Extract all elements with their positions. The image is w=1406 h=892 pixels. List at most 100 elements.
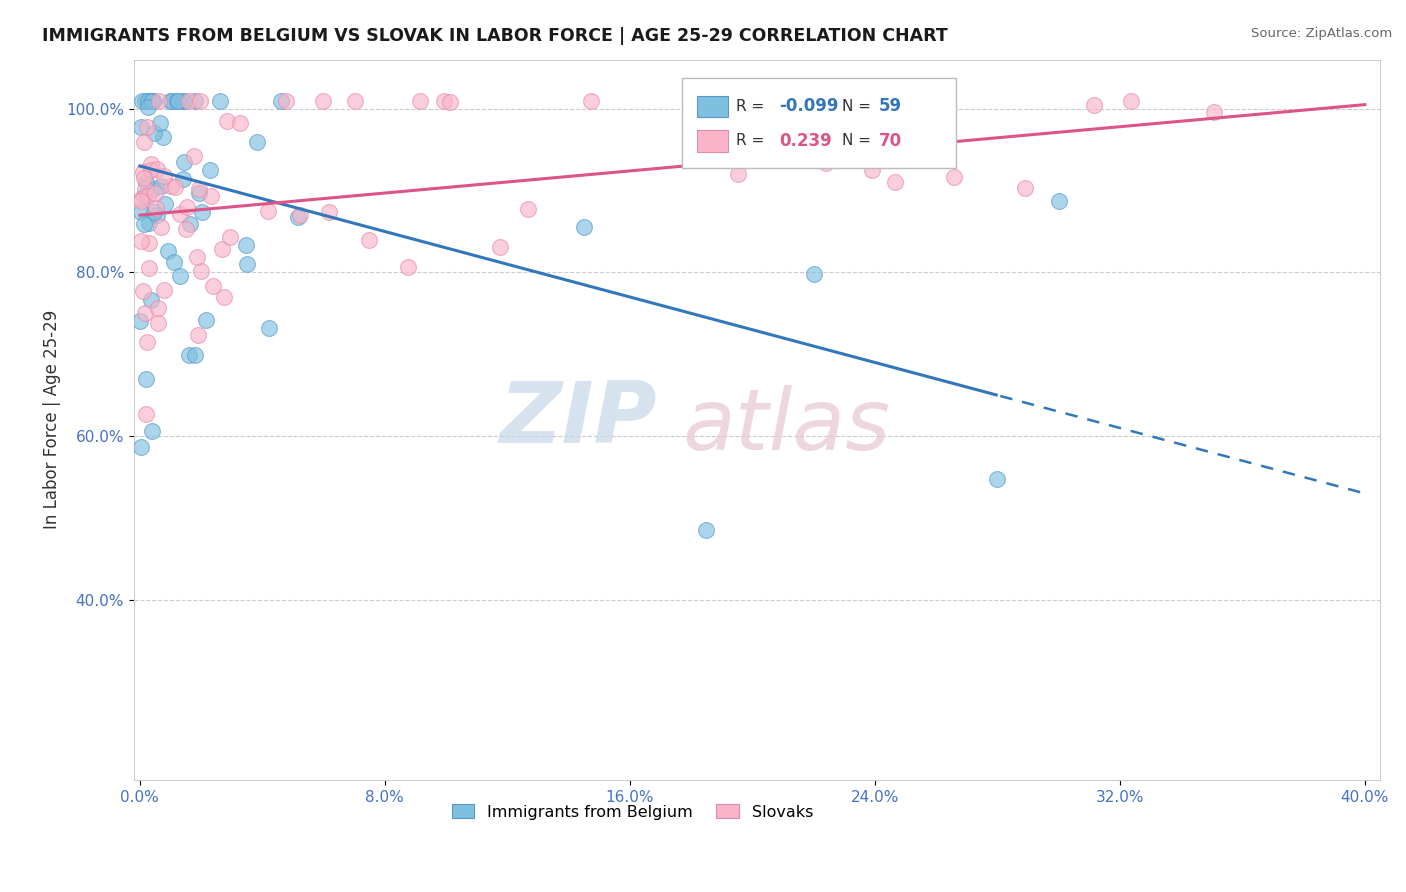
Point <box>172 172 194 186</box>
Point <box>129 440 152 454</box>
Point <box>184 94 207 108</box>
Point <box>142 94 165 108</box>
Point <box>169 207 191 221</box>
Point <box>139 293 162 307</box>
Text: R =: R = <box>735 134 769 148</box>
Point <box>942 169 965 184</box>
Point <box>209 94 232 108</box>
Text: N =: N = <box>842 98 876 113</box>
Point <box>218 229 240 244</box>
Point <box>184 348 207 362</box>
Point <box>141 425 163 439</box>
Point <box>129 192 152 206</box>
Point <box>311 94 333 108</box>
Point <box>257 321 280 335</box>
Point <box>141 94 163 108</box>
Point <box>163 180 186 194</box>
Point <box>152 283 174 297</box>
Point <box>156 244 179 258</box>
Text: atlas: atlas <box>682 385 890 468</box>
Point <box>169 269 191 284</box>
Point <box>132 170 155 185</box>
Point <box>174 222 197 236</box>
Point <box>160 94 183 108</box>
Point <box>187 182 209 196</box>
Point <box>142 182 165 196</box>
Point <box>131 120 153 134</box>
Point <box>191 204 214 219</box>
FancyBboxPatch shape <box>697 130 728 152</box>
Point <box>890 107 912 121</box>
Point <box>166 94 188 108</box>
Point <box>183 149 205 163</box>
Point <box>188 186 211 200</box>
Point <box>129 234 152 248</box>
Point <box>159 94 181 108</box>
Point <box>439 95 461 109</box>
Point <box>396 260 419 275</box>
Point <box>136 120 159 135</box>
Point <box>135 335 157 350</box>
Point <box>139 94 162 108</box>
Point <box>143 186 166 200</box>
Point <box>287 210 309 224</box>
Point <box>152 169 174 184</box>
Point <box>433 94 456 108</box>
Point <box>138 216 160 230</box>
FancyBboxPatch shape <box>682 78 956 168</box>
Point <box>138 235 160 250</box>
Point <box>200 189 222 203</box>
Point <box>131 94 153 108</box>
Point <box>318 205 340 219</box>
Point <box>883 175 905 189</box>
Point <box>148 316 170 330</box>
Point <box>489 239 512 253</box>
Point <box>198 162 221 177</box>
Point <box>195 313 218 327</box>
Point <box>695 523 717 537</box>
Point <box>142 94 165 108</box>
Text: N =: N = <box>842 134 876 148</box>
Point <box>246 135 269 149</box>
Point <box>177 348 200 362</box>
Point <box>236 257 259 271</box>
Point <box>212 290 235 304</box>
Point <box>860 162 883 177</box>
Point <box>134 182 156 196</box>
Text: Source: ZipAtlas.com: Source: ZipAtlas.com <box>1251 27 1392 40</box>
Point <box>173 94 195 108</box>
Point <box>288 208 311 222</box>
Point <box>166 94 188 108</box>
Point <box>1202 104 1225 119</box>
Point <box>136 100 159 114</box>
Point <box>179 217 201 231</box>
Text: 59: 59 <box>879 97 903 115</box>
Text: R =: R = <box>735 98 769 113</box>
Point <box>160 179 183 194</box>
Point <box>215 114 238 128</box>
Point <box>201 279 224 293</box>
Point <box>143 204 166 219</box>
Point <box>143 126 166 140</box>
Y-axis label: In Labor Force | Age 25-29: In Labor Force | Age 25-29 <box>44 310 60 529</box>
Point <box>135 408 157 422</box>
Point <box>138 261 160 276</box>
Point <box>134 306 156 320</box>
Point <box>343 94 366 108</box>
Legend: Immigrants from Belgium, Slovaks: Immigrants from Belgium, Slovaks <box>446 798 820 826</box>
Point <box>211 242 233 256</box>
Point <box>152 130 174 145</box>
Point <box>1047 194 1070 209</box>
Point <box>134 217 156 231</box>
Point <box>409 94 432 108</box>
Point <box>1121 94 1143 108</box>
Point <box>359 233 381 247</box>
Point <box>163 255 186 269</box>
Point <box>235 238 257 252</box>
Point <box>150 219 173 234</box>
FancyBboxPatch shape <box>697 95 728 117</box>
Text: IMMIGRANTS FROM BELGIUM VS SLOVAK IN LABOR FORCE | AGE 25-29 CORRELATION CHART: IMMIGRANTS FROM BELGIUM VS SLOVAK IN LAB… <box>42 27 948 45</box>
Point <box>572 220 595 235</box>
Point <box>803 268 825 282</box>
Point <box>149 178 172 193</box>
